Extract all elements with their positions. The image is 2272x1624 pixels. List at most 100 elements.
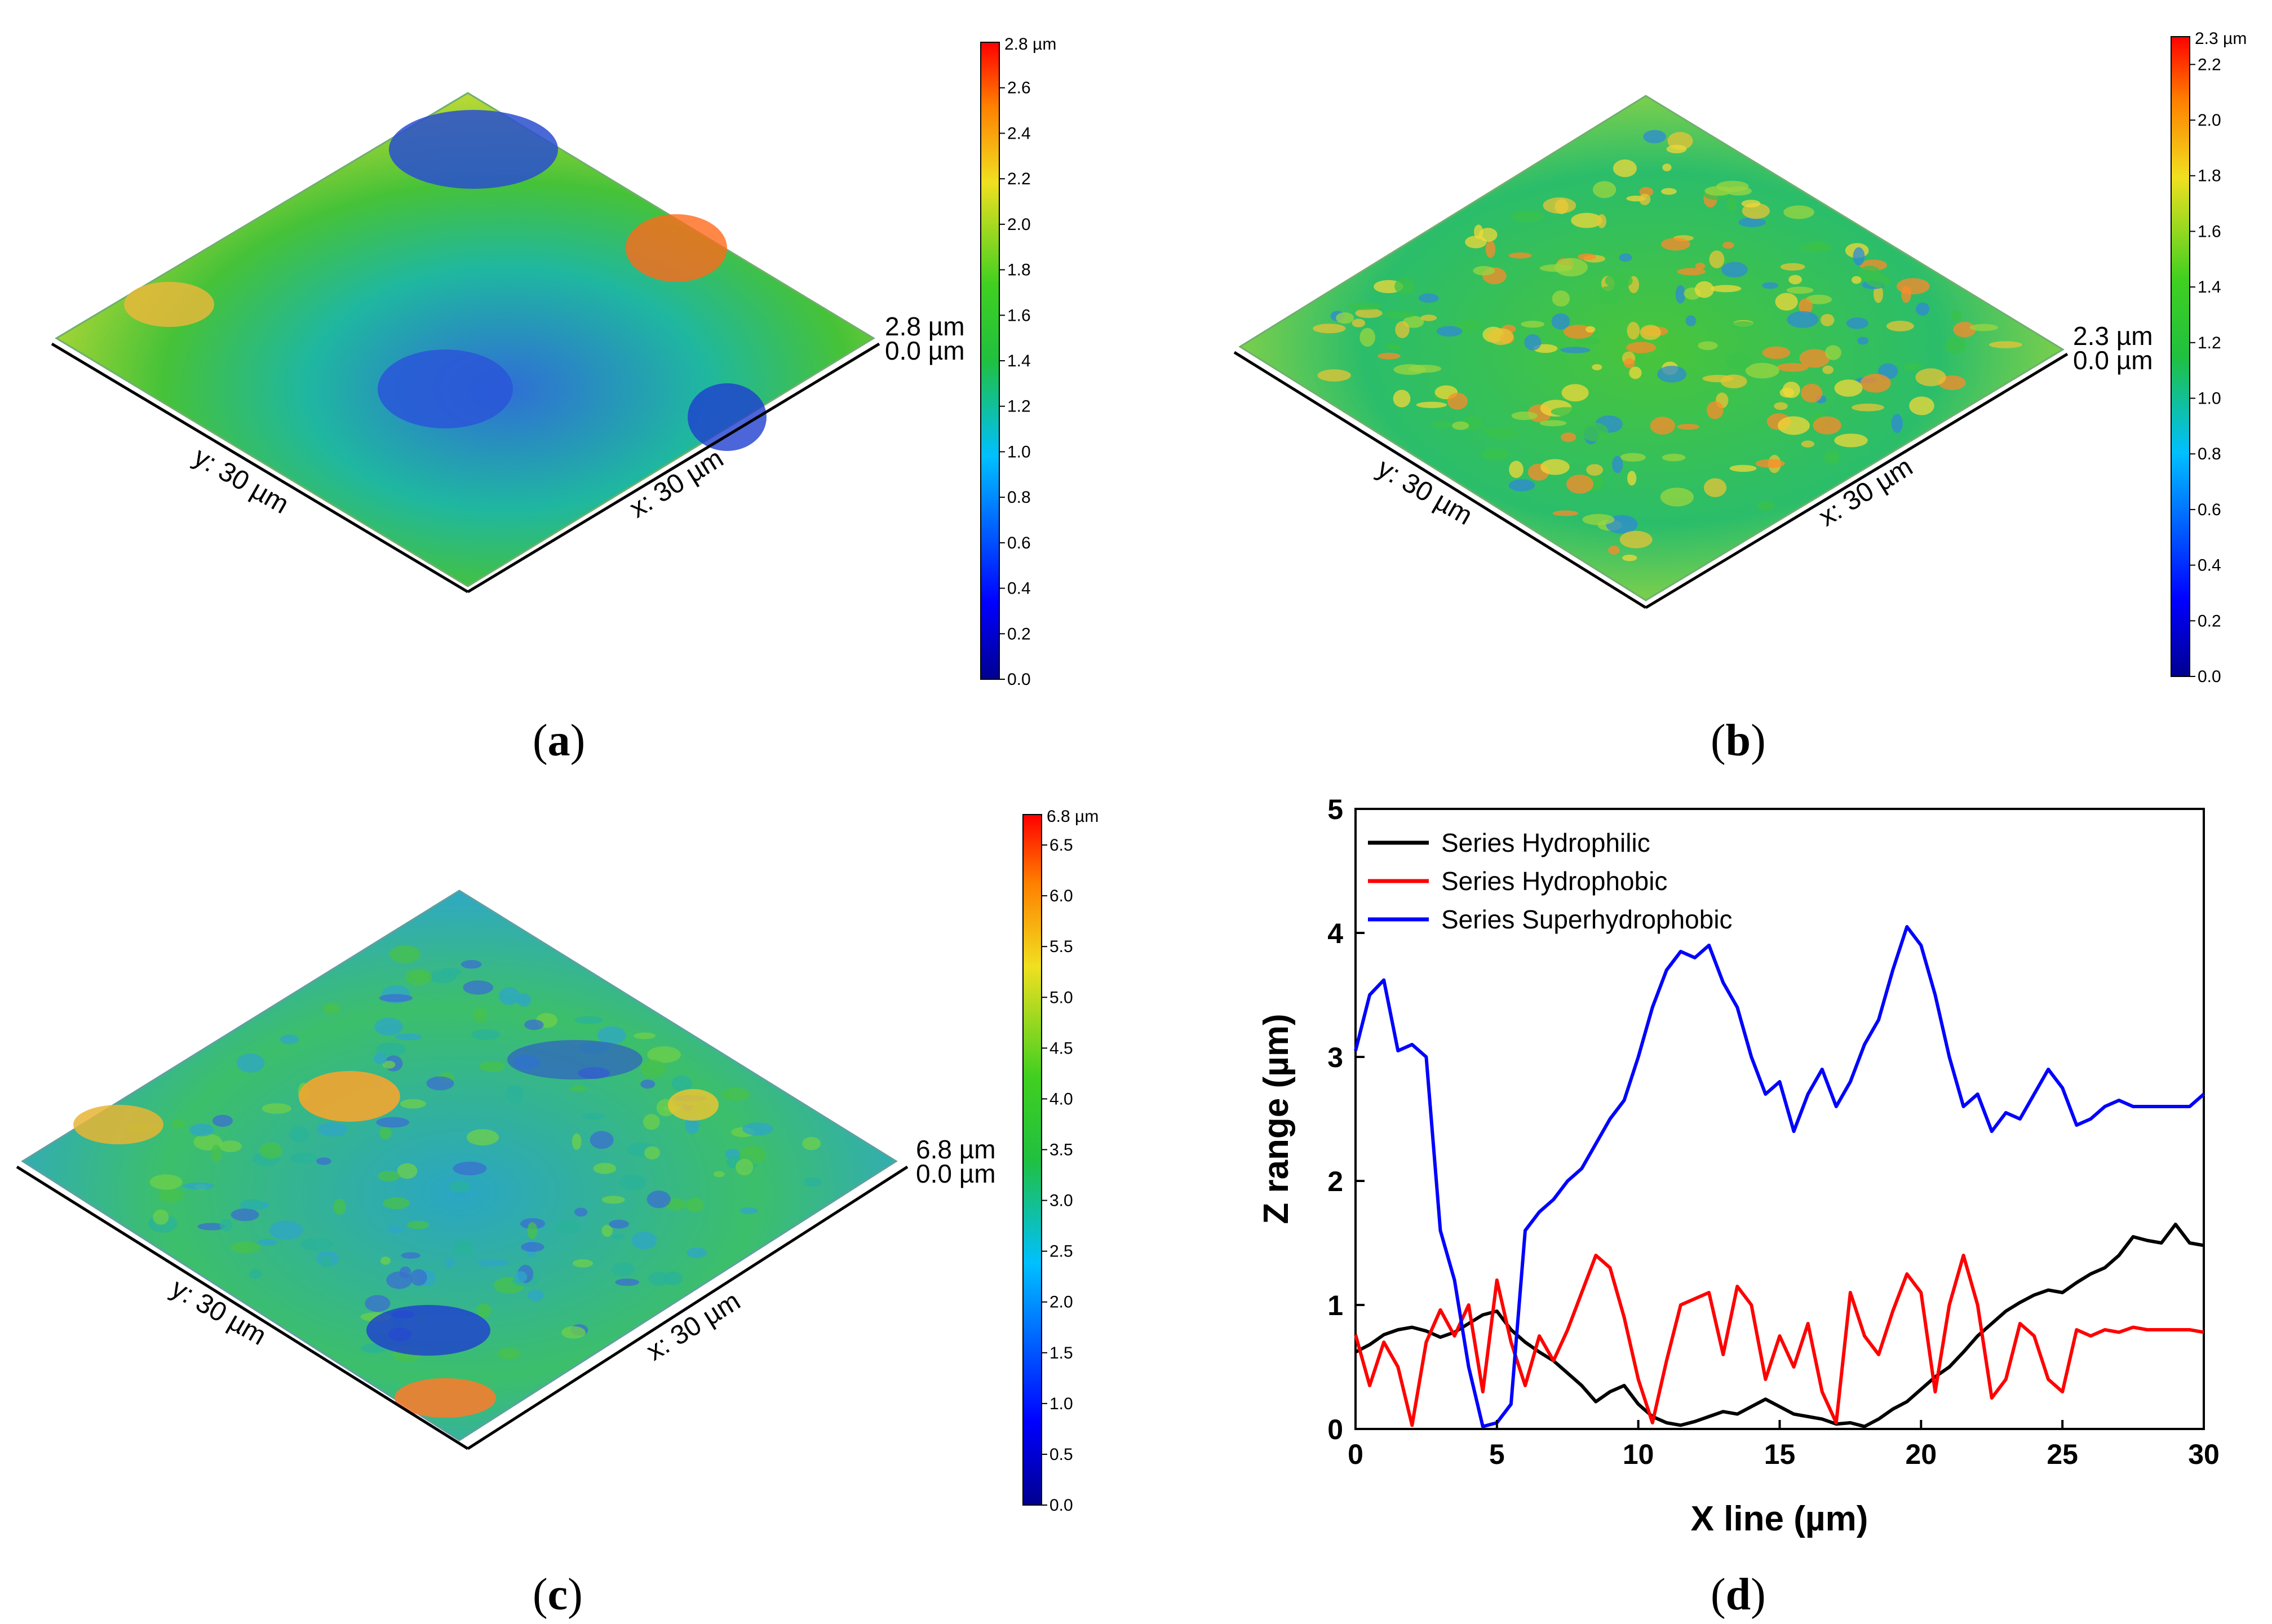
surface-grain	[1473, 265, 1495, 276]
surface-grain	[1627, 471, 1637, 486]
surface-grain	[1626, 342, 1657, 353]
surface-grain	[410, 1269, 427, 1286]
surface-grain	[460, 960, 482, 969]
colorbar-unit-label: 6.8 µm	[1047, 807, 1099, 826]
surface-grain	[714, 1171, 725, 1178]
surface-grain	[1660, 487, 1694, 507]
surface-grain	[1822, 365, 1834, 374]
colorbar-unit-label: 2.3 µm	[2195, 29, 2247, 48]
colorbar-tick-label: 2.6	[1007, 79, 1031, 98]
surface-grain	[407, 1220, 429, 1229]
surface-grain	[382, 1060, 396, 1069]
surface-grain	[466, 1129, 499, 1146]
y-axis-ticks: 0 1 2 3 4 5	[1327, 794, 1365, 1445]
surface-grain	[1452, 421, 1469, 430]
surface-grain	[1801, 383, 1823, 403]
z-top-label: 2.8 µm	[885, 312, 965, 341]
surface-grain	[1675, 285, 1686, 304]
surface-grain	[1755, 459, 1785, 468]
legend-label: Series Hydrophobic	[1441, 866, 1667, 896]
surface-grain	[574, 1016, 604, 1024]
surface-grain	[1661, 237, 1690, 251]
surface-grain	[1620, 453, 1646, 462]
surface-grain	[1619, 253, 1632, 262]
colorbar-tick-label: 1.0	[1007, 442, 1031, 461]
y-tick-label: 0	[1327, 1414, 1343, 1445]
surface-grain	[1597, 214, 1606, 228]
surface-grain	[399, 1266, 411, 1279]
surface-grain	[1612, 455, 1623, 474]
surface-grain	[1738, 217, 1766, 227]
surface-grain	[236, 1053, 265, 1073]
surface-grain	[1824, 450, 1840, 465]
colorbar-tick-label: 1.4	[2198, 278, 2221, 297]
y-tick-label: 5	[1327, 794, 1343, 825]
surface-grain	[1762, 346, 1791, 359]
surface-grain	[1916, 302, 1930, 316]
surface-grain	[1821, 313, 1835, 326]
surface-grain	[1851, 276, 1862, 284]
x-tick-label: 5	[1489, 1439, 1505, 1470]
surface-grain	[739, 1207, 758, 1215]
surface-grain	[1695, 263, 1706, 270]
surface-grain	[1666, 144, 1687, 154]
surface-grain	[1780, 263, 1805, 271]
surface-grain	[1805, 294, 1832, 304]
y-tick-label: 3	[1327, 1042, 1343, 1073]
surface-grain	[1886, 321, 1914, 331]
x-tick-label: 0	[1348, 1439, 1363, 1470]
surface-grain	[1511, 411, 1538, 421]
surface-grain	[1813, 416, 1841, 435]
surface-grain	[1787, 311, 1819, 328]
surface-grain	[1762, 282, 1779, 289]
surface-grain	[497, 1348, 521, 1360]
surface-grain	[1509, 461, 1523, 479]
colorbar-tick-label: 0.6	[1007, 534, 1031, 552]
surface-grain	[1447, 392, 1468, 410]
surface-grain	[1857, 337, 1869, 345]
surface-grain	[249, 1269, 262, 1279]
surface-grain	[1385, 343, 1402, 351]
surface-grain	[1909, 396, 1934, 415]
surface-grain	[1355, 308, 1383, 318]
surface-grain	[1825, 345, 1841, 360]
surface-grain	[231, 1241, 260, 1254]
surface-grain	[514, 1271, 528, 1283]
panel-label-a: (a)	[533, 716, 585, 765]
surface-grain	[1741, 200, 1761, 208]
surface-grain	[1597, 286, 1619, 305]
surface-grain	[1698, 341, 1718, 350]
colorbar-tick-label: 2.5	[1049, 1242, 1073, 1261]
surface-grain	[1903, 364, 1923, 370]
surface-grain	[1418, 293, 1439, 303]
surface-grain	[1709, 250, 1725, 268]
surface-grain	[376, 1117, 410, 1128]
surface-grain	[1891, 414, 1903, 433]
colorbar-tick-label: 0.0	[1049, 1496, 1073, 1515]
colorbar-tick-label: 2.4	[1007, 124, 1031, 143]
y-tick-label: 4	[1327, 918, 1343, 949]
surface-grain	[1778, 416, 1810, 435]
surface-grain	[572, 1133, 582, 1150]
surface-grain	[1643, 130, 1666, 144]
surface-grain	[1543, 197, 1576, 214]
surface-grain	[1661, 188, 1677, 195]
surface-grain	[1851, 404, 1884, 411]
surface-grain	[374, 1017, 403, 1036]
surface-grain	[1566, 474, 1594, 494]
surface-grain	[1896, 278, 1930, 295]
colorbar-tick-label: 4.0	[1049, 1090, 1073, 1108]
surface-grain	[1561, 384, 1589, 402]
surface-grain	[644, 1146, 660, 1160]
surface-feature	[668, 1089, 719, 1121]
x-axis-edge	[467, 342, 880, 594]
surface-grain	[1393, 390, 1411, 408]
surface-grain	[1782, 382, 1800, 399]
surface-grain	[395, 1033, 423, 1041]
colorbar-tick-label: 2.0	[1007, 215, 1031, 234]
surface-grain	[1592, 364, 1602, 370]
panel-c: y: 30 µm x: 30 µm 6.8 µm 0.0 µm 6.8 µm 0…	[16, 807, 1099, 1619]
x-tick-label: 10	[1623, 1439, 1654, 1470]
colorbar-tick-label: 2.2	[2198, 55, 2221, 74]
colorbar-tick-label: 0.4	[2198, 556, 2221, 575]
